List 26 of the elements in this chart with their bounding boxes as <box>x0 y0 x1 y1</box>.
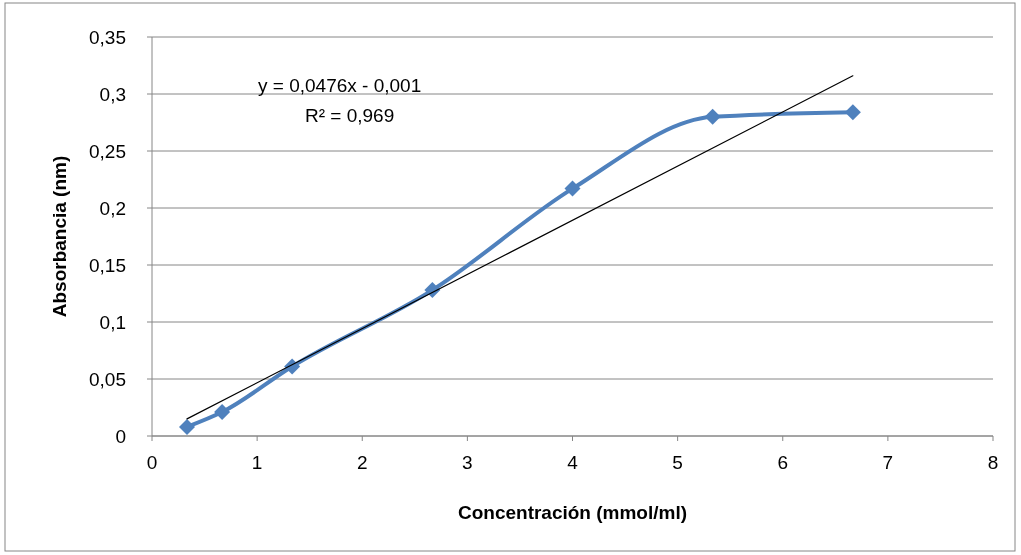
y-tick-label: 0,35 <box>89 26 126 48</box>
point <box>844 104 861 121</box>
x-tick-label: 1 <box>251 452 263 473</box>
y-tick-label: 0,15 <box>89 254 126 276</box>
x-tick-label: 7 <box>882 452 894 473</box>
annotation: R² = 0,969 <box>305 105 395 126</box>
y-tick-label: 0 <box>115 425 126 447</box>
x-tick-label: 2 <box>356 452 368 473</box>
point <box>704 108 721 125</box>
x-tick-label: 4 <box>567 452 579 473</box>
y-tick-label: 0,05 <box>89 368 126 390</box>
y-tick-label: 0,25 <box>89 140 126 162</box>
y-axis-title: Absorbancia (nm) <box>49 155 70 318</box>
point <box>179 418 196 435</box>
x-tick-label: 6 <box>777 452 789 473</box>
x-axis-title: Concentración (mmol/ml) <box>457 502 688 523</box>
x-tick-label: 5 <box>672 452 683 473</box>
x-tick-label: 3 <box>462 452 473 473</box>
point <box>214 404 231 421</box>
x-tick-label: 0 <box>146 452 158 473</box>
y-tick-label: 0,2 <box>99 197 126 219</box>
y-tick-label: 0,1 <box>99 311 126 333</box>
point <box>564 180 581 197</box>
x-tick-label: 8 <box>987 452 999 473</box>
annotation: y = 0,0476x - 0,001 <box>258 75 422 96</box>
y-tick-label: 0,3 <box>99 83 126 105</box>
